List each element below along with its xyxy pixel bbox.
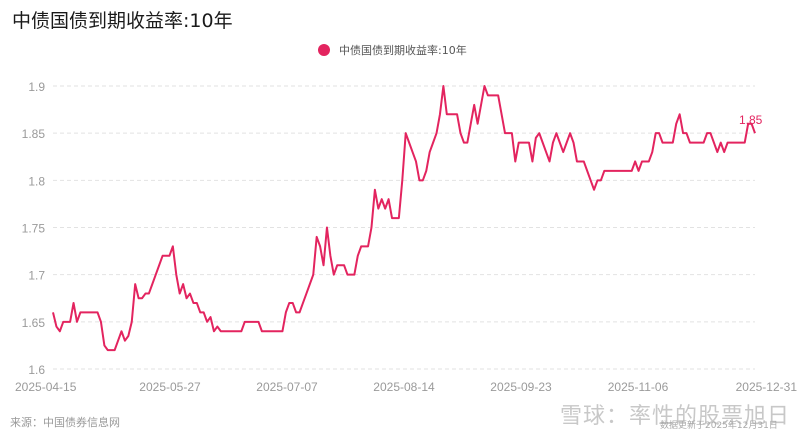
y-tick-label: 1.6 (28, 363, 45, 377)
x-tick-label: 2025-09-23 (490, 380, 552, 394)
y-tick-label: 1.75 (22, 222, 46, 236)
x-tick-label: 2025-12-31 (736, 380, 798, 394)
y-tick-label: 1.7 (28, 269, 45, 283)
chart-title: 中债国债到期收益率:10年 (12, 10, 233, 32)
y-tick-label: 1.9 (28, 80, 45, 94)
legend-marker-icon (318, 44, 330, 56)
x-tick-label: 2025-11-06 (608, 380, 669, 394)
y-tick-label: 1.8 (28, 174, 45, 188)
x-tick-label: 2025-08-14 (373, 380, 435, 394)
y-tick-label: 1.85 (22, 127, 46, 141)
x-tick-label: 2025-04-15 (15, 380, 77, 394)
source-note: 来源：中国债券信息网 (10, 416, 120, 429)
watermark: 雪球：率性的股票旭日 (560, 404, 791, 429)
last-value-label: 1.85 (739, 113, 763, 127)
legend[interactable]: 中债国债到期收益率:10年 (318, 42, 467, 58)
series-line[interactable] (52, 85, 756, 352)
x-tick-label: 2025-05-27 (139, 380, 201, 394)
x-tick-label: 2025-07-07 (256, 380, 318, 394)
y-tick-label: 1.65 (22, 316, 46, 330)
legend-label: 中债国债到期收益率:10年 (339, 44, 467, 57)
update-note: 数据更新于2025年12月31日 (660, 421, 778, 431)
